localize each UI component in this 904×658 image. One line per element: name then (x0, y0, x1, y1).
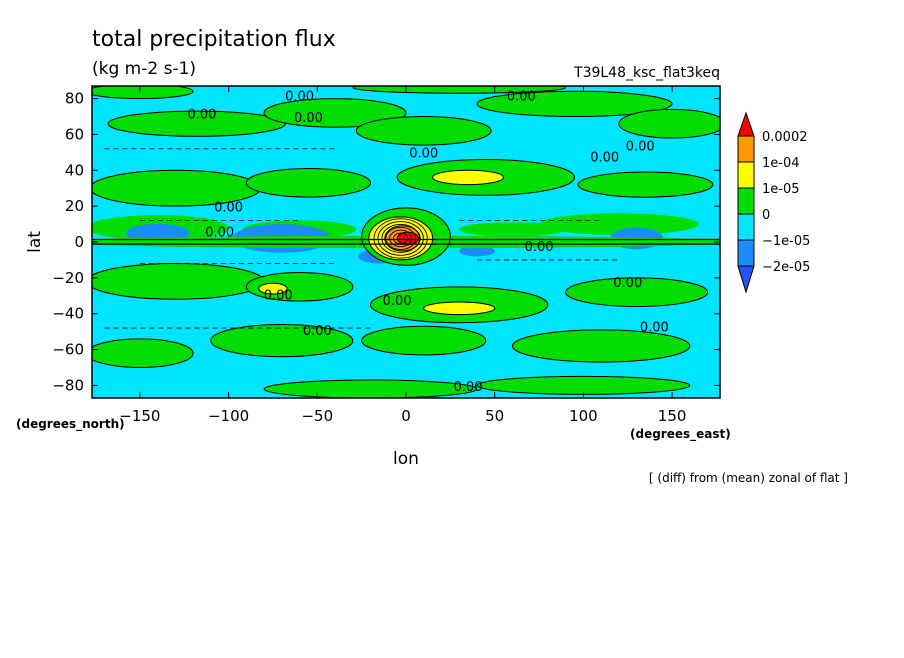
colorbar-segment (737, 161, 755, 189)
y-axis-label: lat (25, 231, 45, 253)
colorbar-segment (737, 213, 755, 241)
contour-label: 0.00 (590, 150, 619, 165)
plot-area (92, 86, 720, 398)
contour-line (389, 229, 413, 248)
y-tick-label: −60 (52, 341, 84, 359)
contour-label: 0.00 (303, 324, 332, 339)
footnote: [ (diff) from (mean) zonal of flat ] (649, 471, 848, 485)
field-region (92, 86, 194, 100)
field-region (618, 108, 720, 139)
colorbar-segment (737, 135, 755, 163)
field-region (107, 110, 286, 137)
field-region (577, 171, 714, 198)
x-tick-label: −50 (301, 407, 333, 425)
colorbar-label: 0.0002 (762, 130, 808, 145)
field-region (361, 325, 487, 356)
colorbar-label: 1e-05 (762, 182, 800, 197)
x-tick-label: −100 (208, 407, 249, 425)
contour-label: 0.00 (525, 240, 554, 255)
colorbar-label: −1e-05 (762, 234, 810, 249)
colorbar-label: 0 (762, 208, 770, 223)
field-region (92, 263, 265, 300)
contour-label: 0.00 (507, 89, 536, 104)
field-region (539, 213, 699, 235)
chart-units: (kg m-2 s-1) (92, 59, 196, 79)
contour-label: 0.00 (409, 147, 438, 162)
colorbar-label: −2e-05 (762, 260, 810, 275)
x-tick-label: 100 (569, 407, 598, 425)
colorbar: 0.0002 1e-04 1e-05 0 −1e-05 −2e-05 (737, 111, 810, 294)
field-region (263, 98, 407, 128)
run-label: T39L48_ksc_flat3keq (573, 65, 720, 81)
contour-label: 0.00 (383, 294, 412, 309)
colorbar-top-arrow (737, 111, 755, 137)
field-region (245, 168, 371, 198)
contour-line (373, 218, 428, 259)
field-region (258, 282, 288, 295)
contour-label: 0.00 (264, 288, 293, 303)
colorbar-segment (737, 187, 755, 215)
x-axis-units: (degrees_east) (630, 427, 731, 442)
field-region (459, 245, 495, 257)
x-tick-label: 0 (401, 407, 411, 425)
contour-label: 0.00 (626, 140, 655, 155)
y-tick-label: −40 (52, 305, 84, 323)
contour-label: 0.00 (454, 380, 483, 395)
contour-label: 0.00 (640, 321, 669, 336)
contour-label: 0.00 (188, 107, 217, 122)
field-region (511, 329, 691, 363)
colorbar-label: 1e-04 (762, 156, 800, 171)
y-axis-units: (degrees_north) (16, 417, 125, 432)
contour-label: 0.00 (214, 201, 243, 216)
y-tick-label: 40 (65, 161, 84, 179)
field-region (263, 379, 478, 398)
contour-label: 0.00 (613, 276, 642, 291)
contour-label: 0.00 (294, 111, 323, 126)
y-tick-label: −20 (52, 269, 84, 287)
chart-title: total precipitation flux (92, 27, 336, 52)
field-region (459, 222, 566, 237)
contour-line (393, 232, 409, 245)
x-axis-label: lon (393, 449, 419, 469)
x-tick-label: 50 (485, 407, 504, 425)
contour-label: 0.00 (205, 226, 234, 241)
field-region (210, 324, 354, 358)
y-tick-label: −80 (52, 376, 84, 394)
field-region (423, 301, 496, 316)
contour-label: 0.00 (285, 89, 314, 104)
field-region (92, 338, 194, 368)
field-region (476, 375, 691, 395)
field-region (432, 169, 505, 186)
contour-line (385, 226, 417, 250)
field-region (476, 90, 673, 118)
y-tick-label: 80 (65, 90, 84, 108)
contour-line (377, 221, 424, 256)
x-tick-label: 150 (658, 407, 687, 425)
colorbar-segment (737, 239, 755, 267)
y-tick-label: 0 (74, 233, 84, 251)
y-tick-label: 20 (65, 197, 84, 215)
y-tick-label: 60 (65, 125, 84, 143)
field-region (355, 116, 492, 146)
field-region (565, 277, 709, 308)
contour-line (381, 223, 420, 253)
x-tick-label: −150 (119, 407, 160, 425)
colorbar-bottom-arrow (737, 265, 755, 294)
